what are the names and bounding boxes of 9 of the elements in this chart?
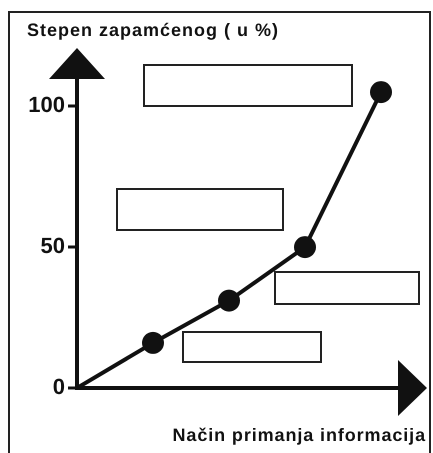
point (218, 290, 240, 312)
y-tick-label: 0 (52, 374, 65, 400)
y-tick-label: 50 (40, 233, 65, 258)
x-axis-title: Način primanja informacija (172, 425, 426, 445)
y-axis-title: Stepen zapamćenog ( u %) (27, 20, 280, 40)
point (294, 236, 316, 258)
point (370, 81, 392, 104)
y-tick-label: 100 (28, 92, 65, 118)
point (142, 332, 164, 354)
